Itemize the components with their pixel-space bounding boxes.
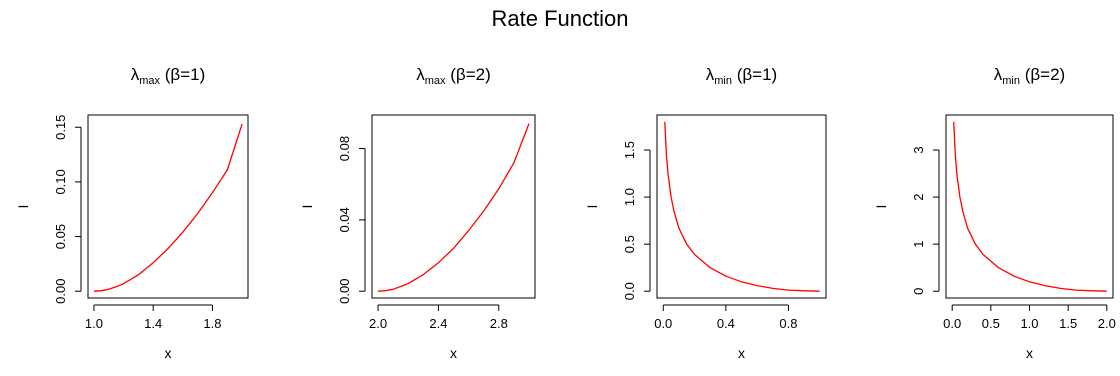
y-tick-label: 0.05 [53, 224, 68, 249]
plot-frame [945, 114, 1114, 299]
x-tick-label: 2.8 [490, 316, 508, 331]
x-tick-label: 0.0 [654, 316, 672, 331]
x-tick-label: 2.0 [1098, 316, 1116, 331]
panel-2: λmax (β=2) 2.0 2.4 2.8 0.00 0.04 0.08 x I [299, 65, 536, 361]
y-tick-label: 0.10 [53, 169, 68, 194]
title-symbol: λ [416, 65, 425, 84]
x-tick-label: 1.8 [203, 316, 221, 331]
title-symbol: λ [131, 65, 140, 84]
x-tick-label: 0.8 [779, 316, 797, 331]
x-tick-label: 1.0 [85, 316, 103, 331]
y-tick-label: 0.0 [622, 282, 637, 300]
x-axis-label: x [165, 345, 172, 361]
panel-title: λmax (β=1) [131, 65, 206, 87]
title-subscript: min [1002, 75, 1020, 87]
x-tick-label: 0.0 [943, 316, 961, 331]
title-subscript: max [139, 75, 160, 87]
y-tick-label: 1 [911, 241, 926, 248]
plot-frame [87, 114, 249, 299]
y-tick-label: 0.15 [53, 115, 68, 140]
x-axis-label: x [1026, 345, 1033, 361]
y-tick-label: 0.04 [337, 207, 352, 232]
y-axis-label: I [15, 205, 31, 209]
panel-4: λmin (β=2) 0.0 0.5 1.0 1.5 2.0 0 1 2 3 x I [873, 65, 1116, 361]
panel-title: λmax (β=2) [416, 65, 491, 87]
title-rest: (β=1) [732, 65, 777, 84]
x-tick-label: 2.0 [369, 316, 387, 331]
y-tick-label: 1.0 [622, 188, 637, 206]
title-subscript: min [714, 75, 732, 87]
panel-1: λmax (β=1) 1.0 1.4 1.8 0.00 0.05 0.10 0.15 x I [15, 65, 249, 361]
y-tick-label: 0.5 [622, 235, 637, 253]
plot-frame [656, 114, 827, 299]
panel-title: λmin (β=2) [994, 65, 1065, 87]
y-axis-label: I [873, 205, 889, 209]
title-symbol: λ [706, 65, 715, 84]
y-tick-label: 0 [911, 288, 926, 295]
x-axis-label: x [450, 345, 457, 361]
title-rest: (β=1) [160, 65, 205, 84]
panel-title: λmin (β=1) [706, 65, 777, 87]
series-line-1 [664, 121, 820, 292]
panel-3: λmin (β=1) 0.0 0.4 0.8 0.0 0.5 1.0 1.5 x I [584, 65, 827, 361]
plot-frame [371, 114, 536, 299]
title-rest: (β=2) [446, 65, 491, 84]
y-tick-label: 0.00 [337, 279, 352, 304]
y-tick-label: 0.00 [53, 279, 68, 304]
title-subscript: max [425, 75, 446, 87]
x-tick-label: 1.0 [1020, 316, 1038, 331]
series-line-1 [953, 121, 1107, 292]
x-tick-label: 0.4 [717, 316, 735, 331]
x-tick-label: 2.4 [429, 316, 447, 331]
y-axis-label: I [584, 205, 600, 209]
x-axis-label: x [738, 345, 745, 361]
x-tick-label: 1.5 [1059, 316, 1077, 331]
y-tick-label: 3 [911, 146, 926, 153]
series-line-1 [377, 123, 530, 292]
x-tick-label: 0.5 [982, 316, 1000, 331]
series-line-1 [93, 123, 243, 292]
y-tick-label: 1.5 [622, 141, 637, 159]
title-symbol: λ [994, 65, 1003, 84]
y-tick-label: 2 [911, 193, 926, 200]
figure-title: Rate Function [491, 6, 629, 31]
y-tick-label: 0.08 [337, 136, 352, 161]
y-axis-label: I [299, 205, 315, 209]
x-tick-label: 1.4 [144, 316, 162, 331]
title-rest: (β=2) [1020, 65, 1065, 84]
